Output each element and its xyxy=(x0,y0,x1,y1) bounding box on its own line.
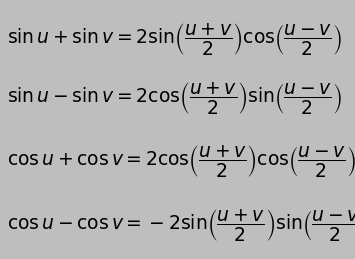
Text: $\sin u + \sin v = 2\sin\!\left(\dfrac{u+v}{2}\right)\cos\!\left(\dfrac{u-v}{2}\: $\sin u + \sin v = 2\sin\!\left(\dfrac{u… xyxy=(7,21,342,57)
Text: $\sin u - \sin v = 2\cos\!\left(\dfrac{u+v}{2}\right)\sin\!\left(\dfrac{u-v}{2}\: $\sin u - \sin v = 2\cos\!\left(\dfrac{u… xyxy=(7,81,342,116)
Text: $\cos u - \cos v = -2\sin\!\left(\dfrac{u+v}{2}\right)\sin\!\left(\dfrac{u-v}{2}: $\cos u - \cos v = -2\sin\!\left(\dfrac{… xyxy=(7,207,355,243)
Text: $\cos u + \cos v = 2\cos\!\left(\dfrac{u+v}{2}\right)\cos\!\left(\dfrac{u-v}{2}\: $\cos u + \cos v = 2\cos\!\left(\dfrac{u… xyxy=(7,143,355,178)
